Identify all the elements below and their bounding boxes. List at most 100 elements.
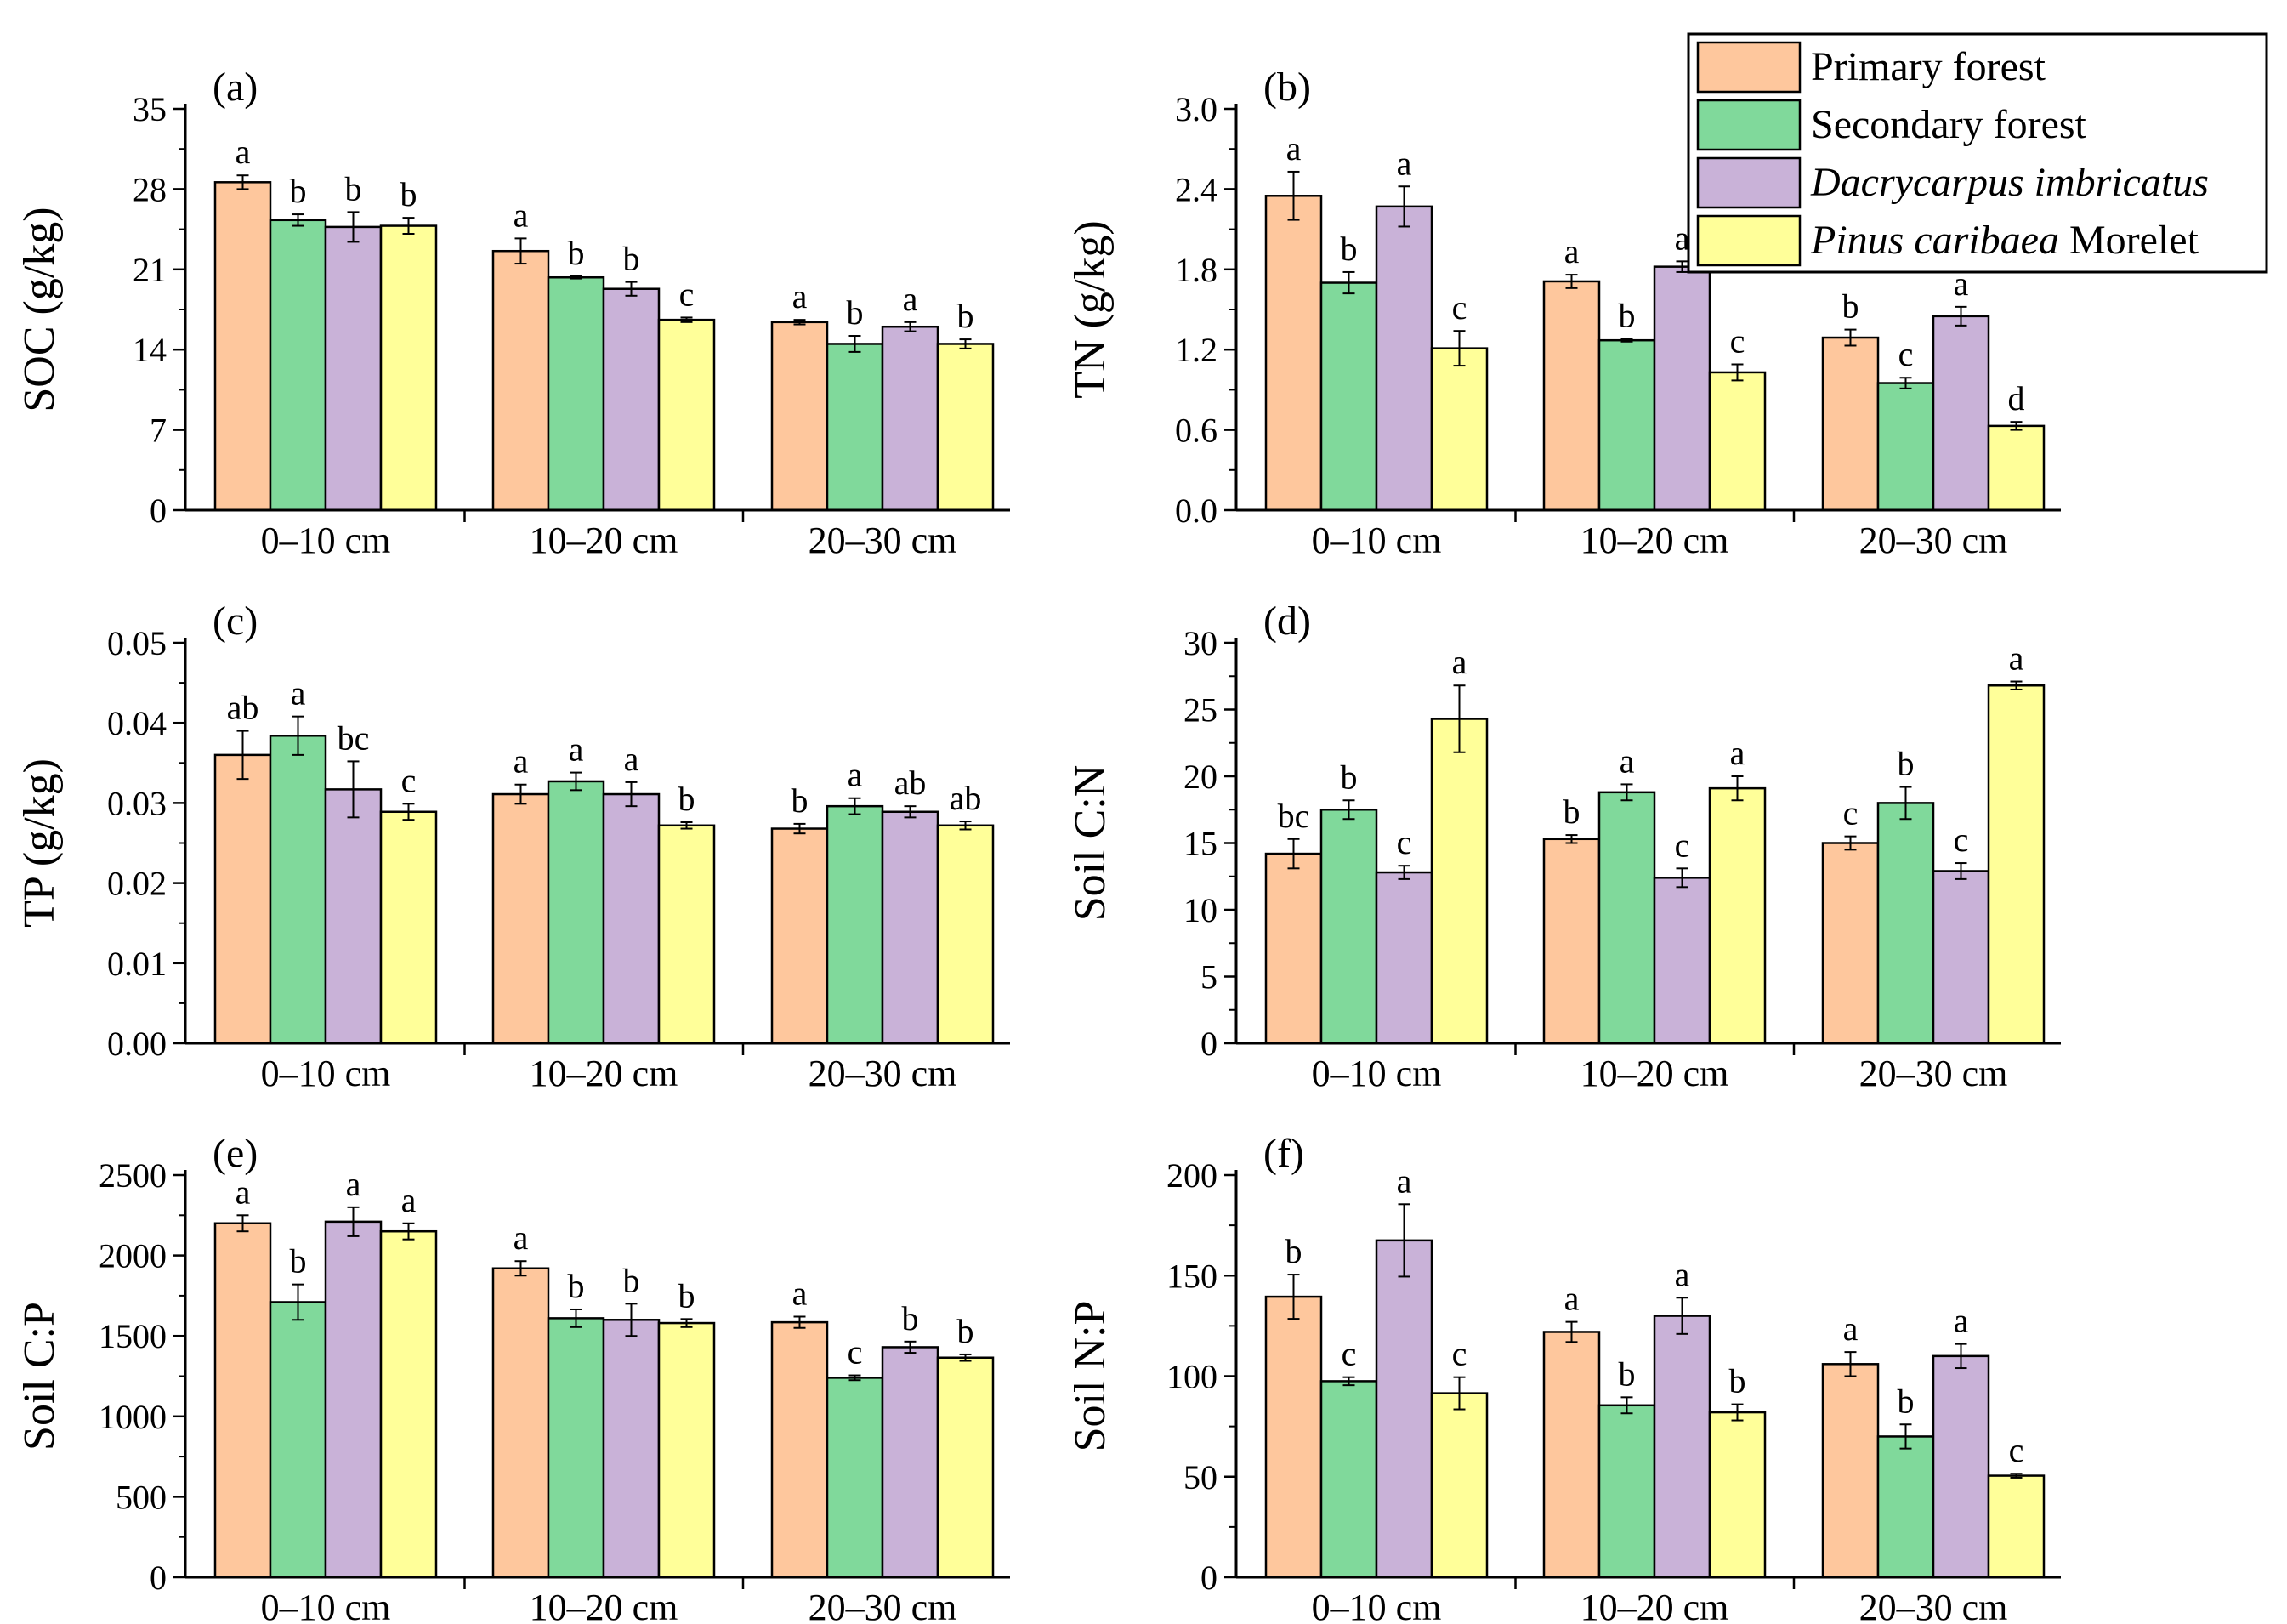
significance-letter: c <box>1452 1335 1467 1373</box>
bar <box>881 1346 939 1579</box>
bar <box>1430 1392 1489 1579</box>
bar <box>491 249 550 512</box>
bar <box>269 735 327 1045</box>
y-tick-label: 0.6 <box>1175 412 1217 450</box>
panel-f: b c a c 0–10 cm a b a b 10–20 cm a b a c 20–30 cm 0 50 10… <box>1066 1131 2061 1624</box>
bar <box>547 780 605 1045</box>
significance-letter: a <box>1954 1302 1969 1340</box>
y-tick-label: 0.02 <box>107 865 167 903</box>
bar <box>657 318 716 512</box>
bar <box>324 1220 383 1579</box>
significance-letter: a <box>1452 643 1467 681</box>
y-tick-label: 20 <box>1183 758 1217 796</box>
significance-letter: b <box>1898 1382 1915 1420</box>
bar <box>1597 338 1656 512</box>
panel-label: (c) <box>213 599 258 644</box>
y-axis-title: TP (g/kg) <box>15 758 64 928</box>
significance-letter: b <box>623 240 640 278</box>
x-tick-label: 10–20 cm <box>530 1587 678 1624</box>
significance-letter: a <box>1675 219 1690 257</box>
bar <box>213 1222 272 1579</box>
y-tick-label: 200 <box>1166 1156 1217 1195</box>
y-tick-label: 2000 <box>99 1237 167 1275</box>
bar <box>770 1320 829 1579</box>
significance-letter: a <box>2009 639 2024 678</box>
bar <box>491 1267 550 1579</box>
significance-letter: bc <box>1278 797 1310 835</box>
y-tick-label: 3.0 <box>1175 90 1217 128</box>
significance-letter: b <box>1619 297 1636 335</box>
significance-letter: b <box>1341 230 1358 268</box>
y-tick-label: 35 <box>133 90 167 128</box>
y-tick-label: 21 <box>133 251 167 289</box>
significance-letter: a <box>236 133 251 171</box>
significance-letter: b <box>1563 792 1580 831</box>
bar <box>1264 1295 1323 1579</box>
significance-letter: a <box>1843 1309 1859 1348</box>
bar <box>826 1377 884 1579</box>
bar <box>826 804 884 1045</box>
y-tick-label: 0.03 <box>107 784 167 822</box>
bar <box>602 1319 661 1579</box>
significance-letter: b <box>957 1312 974 1350</box>
bar <box>1597 1404 1656 1579</box>
significance-letter: a <box>1286 129 1302 168</box>
bar <box>1542 1331 1601 1579</box>
significance-letter: ab <box>227 689 259 727</box>
y-axis-title: Soil C:P <box>15 1302 64 1451</box>
significance-letter: a <box>346 1165 361 1203</box>
bar <box>881 810 939 1045</box>
significance-letter: a <box>1954 264 1969 303</box>
bar <box>1264 852 1323 1045</box>
y-tick-label: 28 <box>133 170 167 208</box>
significance-letter: b <box>1729 1362 1746 1400</box>
x-tick-label: 20–30 cm <box>809 520 957 561</box>
bar <box>1653 265 1711 512</box>
x-tick-label: 20–30 cm <box>1859 1587 2008 1624</box>
bar <box>826 343 884 512</box>
x-tick-label: 0–10 cm <box>1312 1053 1442 1094</box>
significance-letter: c <box>679 275 695 313</box>
panel-label: (f) <box>1263 1131 1304 1176</box>
significance-letter: c <box>1397 823 1412 861</box>
bar <box>1821 842 1880 1045</box>
bar <box>1375 1239 1433 1579</box>
legend-swatch-secondary <box>1696 99 1802 151</box>
bar <box>1987 1474 2046 1579</box>
bar <box>1708 371 1767 512</box>
y-tick-label: 1500 <box>99 1317 167 1355</box>
y-tick-label: 10 <box>1183 891 1217 929</box>
significance-letter: a <box>291 674 306 713</box>
x-tick-label: 10–20 cm <box>1580 520 1729 561</box>
bar <box>1597 791 1656 1045</box>
bar <box>324 225 383 512</box>
bar <box>1542 838 1601 1045</box>
bar <box>269 219 327 512</box>
bar <box>379 224 438 512</box>
bar <box>1375 205 1433 512</box>
legend: Primary forest Secondary forest Dacrycarpu… <box>1687 32 2268 274</box>
significance-letter: c <box>848 1333 863 1371</box>
y-tick-label: 150 <box>1166 1257 1217 1295</box>
significance-letter: c <box>1675 826 1690 864</box>
x-tick-label: 20–30 cm <box>1859 1053 2008 1094</box>
x-tick-label: 0–10 cm <box>1312 1587 1442 1624</box>
bar <box>1876 382 1935 512</box>
bar <box>770 827 829 1045</box>
significance-letter: d <box>2008 379 2025 417</box>
significance-letter: b <box>678 1276 695 1315</box>
x-tick-label: 10–20 cm <box>1580 1587 1729 1624</box>
significance-letter: a <box>514 1218 529 1257</box>
bar <box>324 788 383 1045</box>
significance-letter: a <box>848 756 863 794</box>
significance-letter: b <box>1842 287 1859 326</box>
significance-letter: a <box>903 280 918 318</box>
significance-letter: ab <box>894 764 927 802</box>
bar <box>1708 1411 1767 1579</box>
bar <box>1932 870 1990 1045</box>
significance-letter: b <box>290 172 307 210</box>
y-tick-label: 500 <box>116 1478 167 1516</box>
bar <box>1319 809 1378 1045</box>
